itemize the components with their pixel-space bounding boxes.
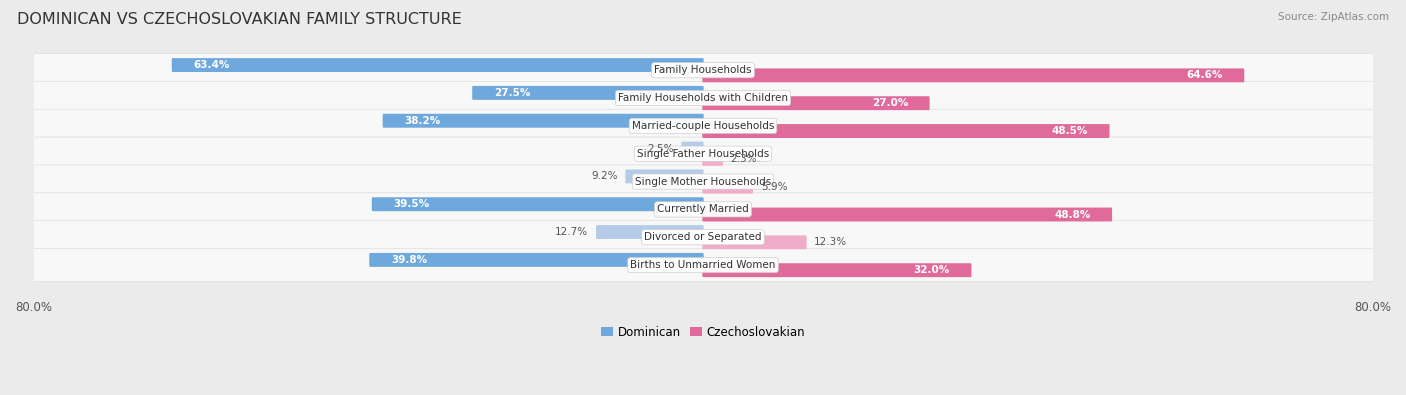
FancyBboxPatch shape — [703, 124, 1109, 138]
Text: Source: ZipAtlas.com: Source: ZipAtlas.com — [1278, 12, 1389, 22]
FancyBboxPatch shape — [703, 68, 1244, 82]
Text: 32.0%: 32.0% — [914, 265, 950, 275]
FancyBboxPatch shape — [32, 109, 1374, 143]
Text: 12.7%: 12.7% — [555, 227, 588, 237]
FancyBboxPatch shape — [703, 180, 754, 194]
Text: Births to Unmarried Women: Births to Unmarried Women — [630, 260, 776, 270]
FancyBboxPatch shape — [472, 86, 703, 100]
FancyBboxPatch shape — [32, 54, 1374, 87]
FancyBboxPatch shape — [682, 142, 703, 156]
Text: 27.5%: 27.5% — [494, 88, 530, 98]
Text: 27.0%: 27.0% — [872, 98, 908, 108]
Text: 48.5%: 48.5% — [1052, 126, 1088, 136]
Text: 39.5%: 39.5% — [394, 199, 429, 209]
FancyBboxPatch shape — [172, 58, 703, 72]
Text: 5.9%: 5.9% — [761, 182, 787, 192]
Text: 63.4%: 63.4% — [194, 60, 229, 70]
Text: Family Households with Children: Family Households with Children — [619, 93, 787, 103]
FancyBboxPatch shape — [32, 165, 1374, 198]
FancyBboxPatch shape — [703, 152, 723, 166]
FancyBboxPatch shape — [703, 263, 972, 277]
Text: 2.3%: 2.3% — [731, 154, 756, 164]
Text: 2.5%: 2.5% — [647, 143, 673, 154]
Text: Currently Married: Currently Married — [657, 204, 749, 214]
Text: 48.8%: 48.8% — [1054, 209, 1091, 220]
Text: 9.2%: 9.2% — [591, 171, 617, 181]
FancyBboxPatch shape — [703, 96, 929, 110]
FancyBboxPatch shape — [703, 207, 1112, 222]
Text: Divorced or Separated: Divorced or Separated — [644, 232, 762, 242]
FancyBboxPatch shape — [626, 169, 703, 183]
FancyBboxPatch shape — [596, 225, 703, 239]
Text: Single Mother Households: Single Mother Households — [636, 177, 770, 186]
Text: 39.8%: 39.8% — [391, 255, 427, 265]
FancyBboxPatch shape — [32, 137, 1374, 170]
FancyBboxPatch shape — [32, 220, 1374, 254]
Text: 64.6%: 64.6% — [1187, 70, 1223, 80]
Text: 12.3%: 12.3% — [814, 237, 848, 247]
Text: DOMINICAN VS CZECHOSLOVAKIAN FAMILY STRUCTURE: DOMINICAN VS CZECHOSLOVAKIAN FAMILY STRU… — [17, 12, 461, 27]
FancyBboxPatch shape — [703, 235, 807, 249]
Text: 38.2%: 38.2% — [405, 116, 440, 126]
Text: Family Households: Family Households — [654, 65, 752, 75]
FancyBboxPatch shape — [371, 197, 703, 211]
FancyBboxPatch shape — [32, 81, 1374, 115]
FancyBboxPatch shape — [32, 248, 1374, 282]
FancyBboxPatch shape — [382, 114, 703, 128]
Text: Married-couple Households: Married-couple Households — [631, 121, 775, 131]
Text: Single Father Households: Single Father Households — [637, 149, 769, 159]
Legend: Dominican, Czechoslovakian: Dominican, Czechoslovakian — [596, 321, 810, 343]
FancyBboxPatch shape — [32, 193, 1374, 226]
FancyBboxPatch shape — [370, 253, 703, 267]
